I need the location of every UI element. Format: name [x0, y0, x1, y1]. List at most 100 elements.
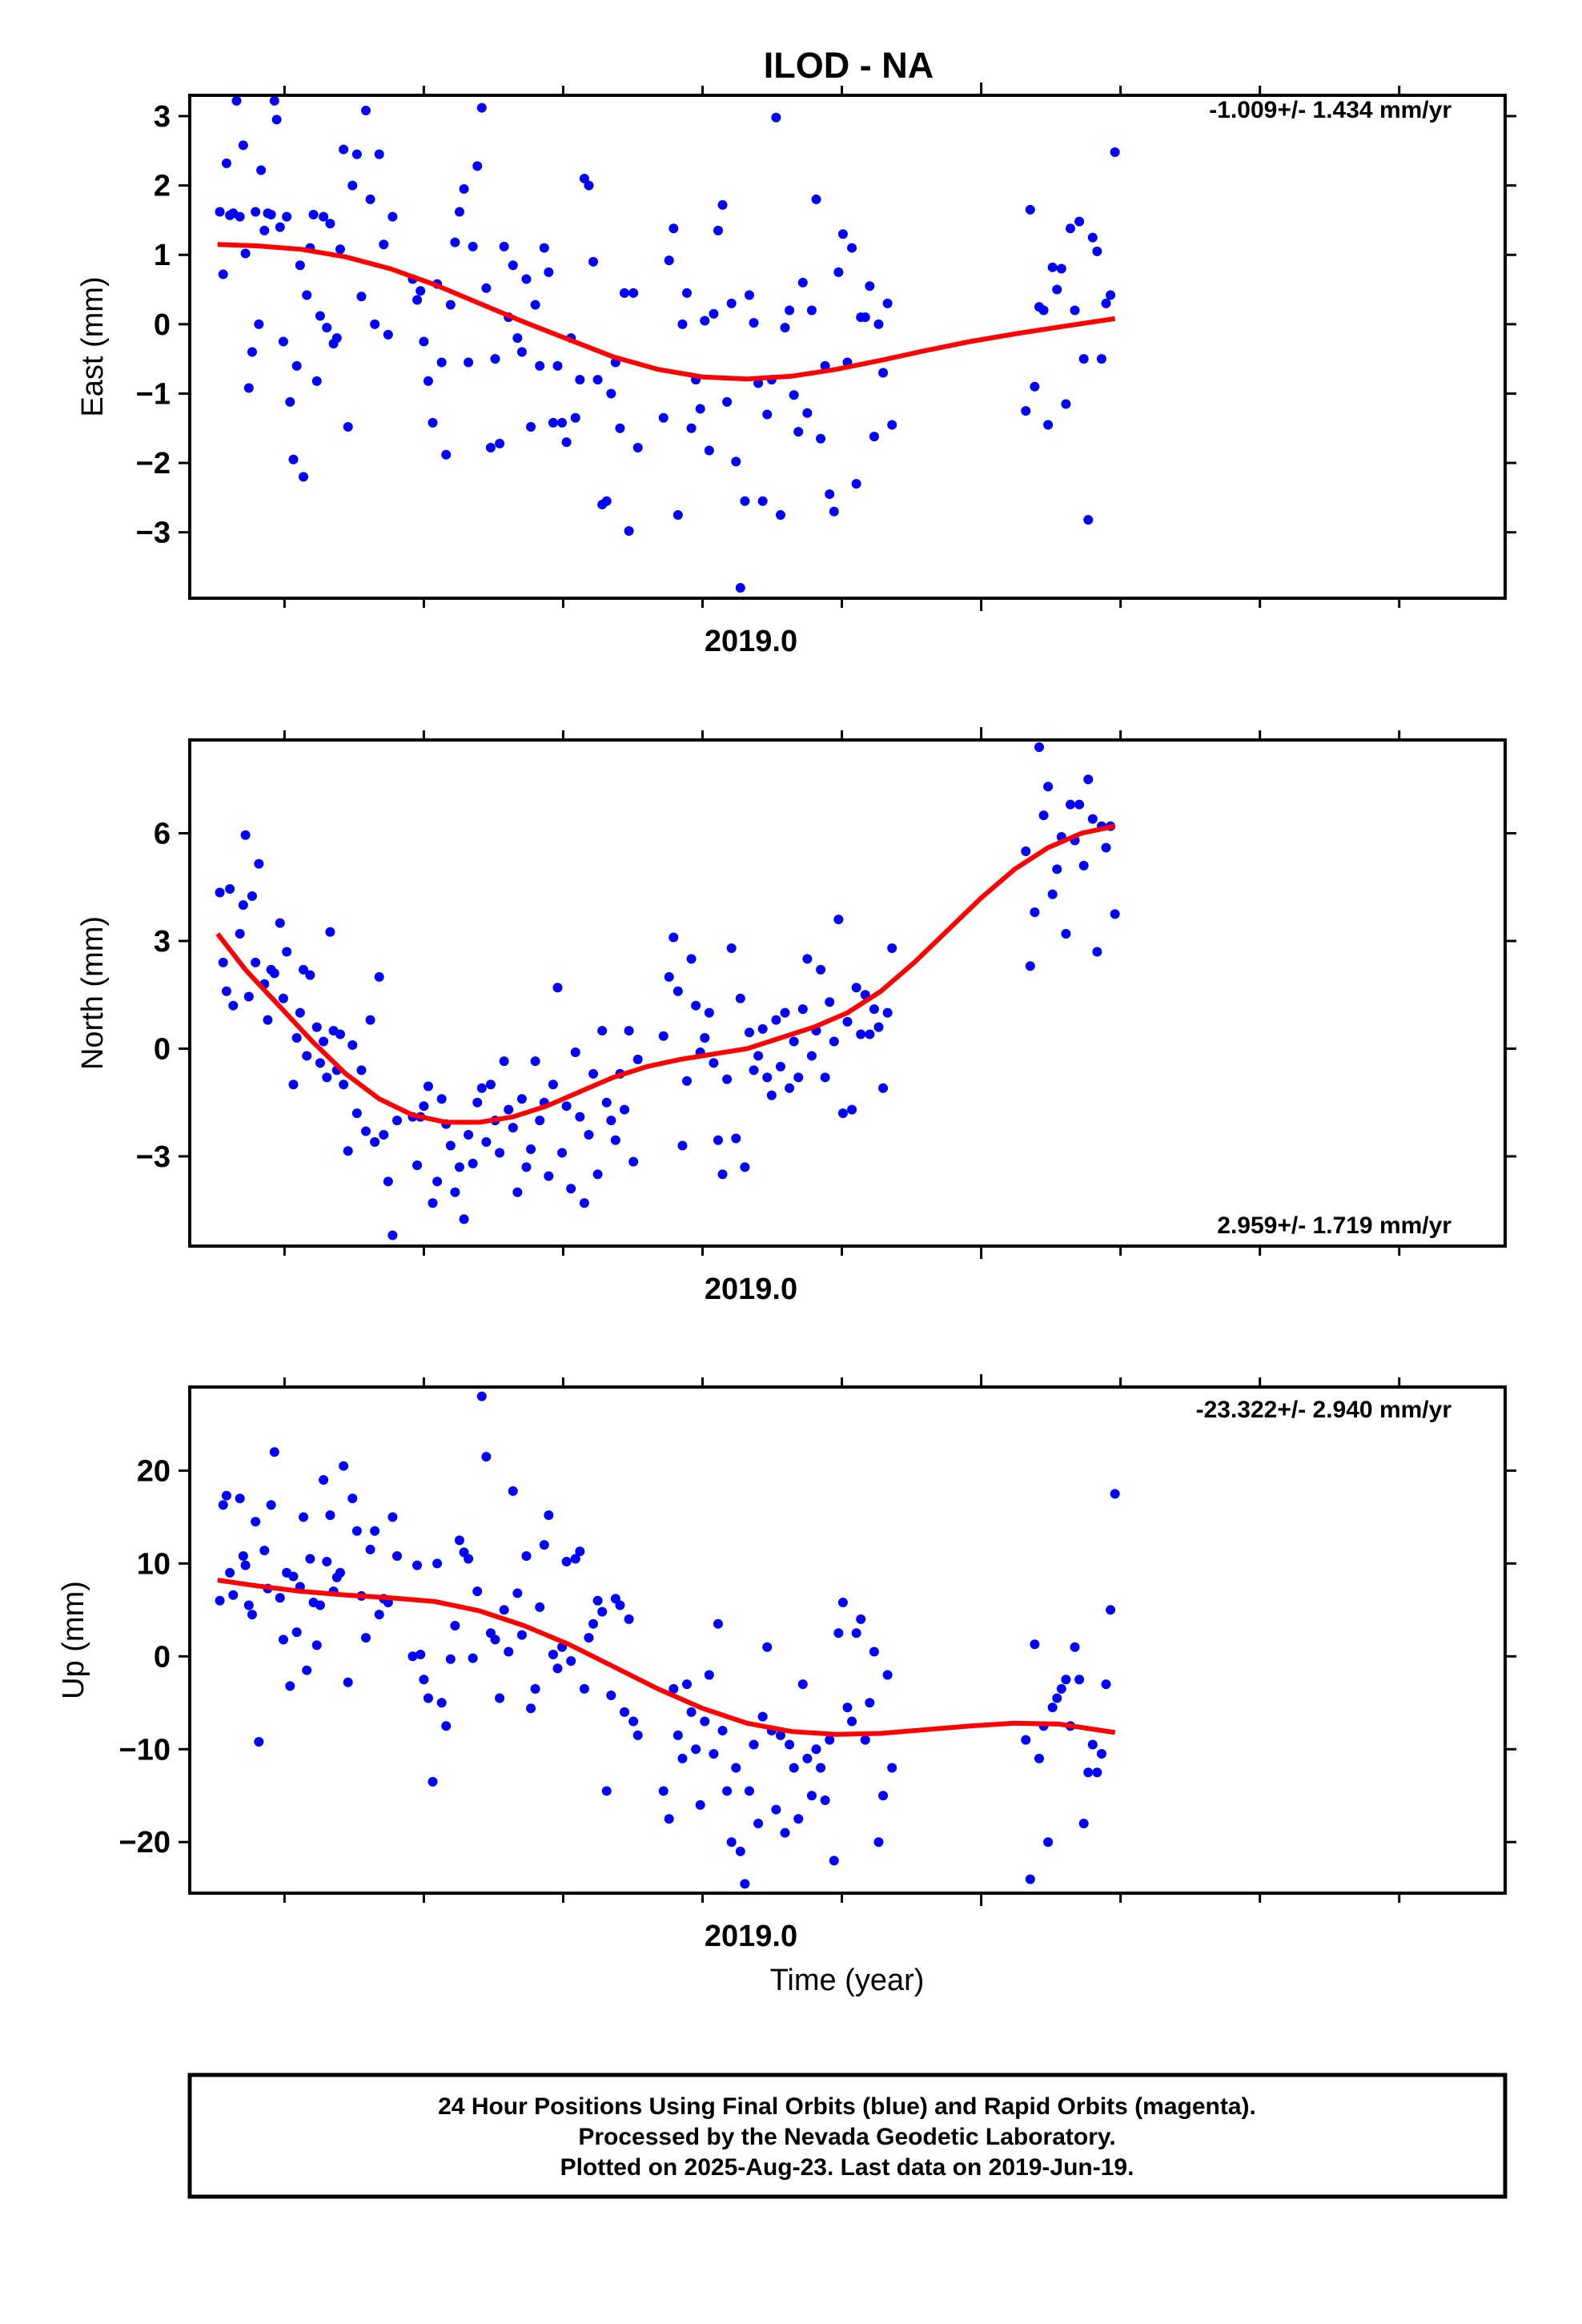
north-data-point: [495, 1148, 505, 1158]
east-ytick-label: 0: [154, 308, 171, 342]
footer-line-1: 24 Hour Positions Using Final Orbits (bl…: [438, 2093, 1256, 2120]
up-data-point: [740, 1879, 750, 1889]
east-data-point: [481, 283, 492, 293]
east-x-tick-label: 2019.0: [705, 625, 797, 658]
up-data-point: [508, 1486, 518, 1496]
north-rate-label: 2.959+/- 1.719 mm/yr: [1217, 1212, 1452, 1239]
east-data-point: [722, 396, 733, 407]
north-data-point: [544, 1171, 554, 1181]
north-data-point: [744, 1027, 754, 1038]
east-data-point: [238, 140, 248, 151]
up-data-point: [243, 1600, 254, 1610]
up-data-point: [1074, 1675, 1085, 1685]
east-data-point: [865, 281, 875, 292]
up-points: [215, 1391, 1120, 1889]
up-data-point: [842, 1703, 853, 1713]
north-data-point: [588, 1068, 599, 1079]
east-data-point: [695, 404, 705, 414]
east-data-point: [860, 312, 870, 323]
north-x-tick-label: 2019.0: [705, 1273, 797, 1306]
north-data-point: [516, 1094, 527, 1104]
east-ytick-label: −3: [136, 517, 171, 550]
east-data-point: [339, 144, 349, 155]
north-data-point: [1038, 810, 1049, 821]
panel-east: 3 2 1 0 −1 −2 −3 East (mm) 2019.0 -1.009+/- 1.…: [76, 82, 1516, 658]
north-data-point: [1074, 799, 1085, 810]
north-data-point: [243, 991, 254, 1002]
east-data-point: [299, 472, 309, 482]
north-data-point: [789, 1036, 799, 1047]
east-data-point: [1110, 147, 1120, 158]
north-data-point: [530, 1056, 540, 1067]
north-data-point: [512, 1187, 523, 1197]
up-data-point: [797, 1679, 808, 1690]
footer-frame: [187, 2073, 1508, 2199]
north-data-point: [735, 993, 745, 1003]
east-data-point: [319, 211, 329, 222]
north-data-point: [374, 971, 384, 982]
up-data-point: [436, 1698, 447, 1708]
up-data-point: [735, 1846, 745, 1856]
north-ytick-label: 6: [154, 818, 171, 851]
north-data-point: [356, 1065, 367, 1076]
north-data-point: [816, 964, 826, 975]
east-data-point: [632, 443, 643, 453]
north-data-point: [235, 929, 245, 939]
east-data-point: [490, 354, 500, 364]
north-data-point: [820, 1072, 830, 1083]
east-data-point: [512, 333, 523, 344]
north-data-point: [749, 1065, 759, 1076]
up-data-point: [757, 1711, 768, 1722]
east-data-point: [726, 298, 737, 308]
up-data-point: [1021, 1735, 1031, 1745]
east-data-point: [379, 239, 389, 250]
north-data-point: [379, 1130, 389, 1140]
east-data-point: [247, 347, 257, 357]
up-data-point: [579, 1683, 589, 1694]
north-data-point: [793, 1072, 804, 1083]
up-data-point: [704, 1670, 714, 1680]
east-data-point: [869, 432, 879, 442]
north-ytick-label: 3: [154, 925, 171, 959]
up-data-point: [315, 1600, 325, 1610]
up-data-point: [412, 1560, 423, 1570]
up-data-point: [1047, 1703, 1058, 1713]
east-data-point: [302, 290, 312, 300]
north-data-point: [802, 954, 813, 964]
up-data-point: [780, 1827, 790, 1838]
up-data-point: [847, 1716, 857, 1727]
east-data-point: [508, 260, 518, 271]
east-data-point: [1070, 305, 1080, 316]
north-data-point: [597, 1026, 608, 1036]
east-data-point: [251, 207, 261, 217]
north-data-point: [592, 1169, 603, 1180]
east-data-point: [833, 267, 844, 277]
north-data-point: [218, 957, 228, 967]
up-data-point: [865, 1698, 875, 1708]
east-data-point: [441, 449, 452, 460]
up-data-point: [472, 1586, 483, 1597]
north-data-point: [628, 1156, 639, 1167]
up-data-point: [464, 1554, 474, 1564]
north-data-point: [731, 1133, 741, 1144]
north-data-point: [445, 1140, 456, 1151]
north-data-point: [681, 1076, 692, 1086]
north-data-point: [221, 986, 231, 996]
up-data-point: [789, 1763, 799, 1773]
north-data-point: [1078, 860, 1089, 870]
east-data-point: [308, 209, 319, 219]
north-data-point: [319, 1036, 329, 1047]
up-data-point: [504, 1647, 514, 1657]
up-data-point: [445, 1654, 456, 1664]
up-data-point: [288, 1571, 299, 1582]
up-data-point: [544, 1510, 554, 1521]
up-data-point: [749, 1739, 759, 1750]
north-ytick-label: −3: [136, 1140, 171, 1174]
east-data-point: [1061, 399, 1071, 409]
east-data-point: [243, 383, 254, 393]
footer-box: 24 Hour Positions Using Final Orbits (bl…: [187, 2073, 1508, 2199]
east-ytick-label: 3: [154, 100, 171, 134]
up-data-point: [539, 1540, 549, 1550]
up-data-point: [601, 1786, 612, 1796]
north-data-point: [419, 1101, 429, 1112]
